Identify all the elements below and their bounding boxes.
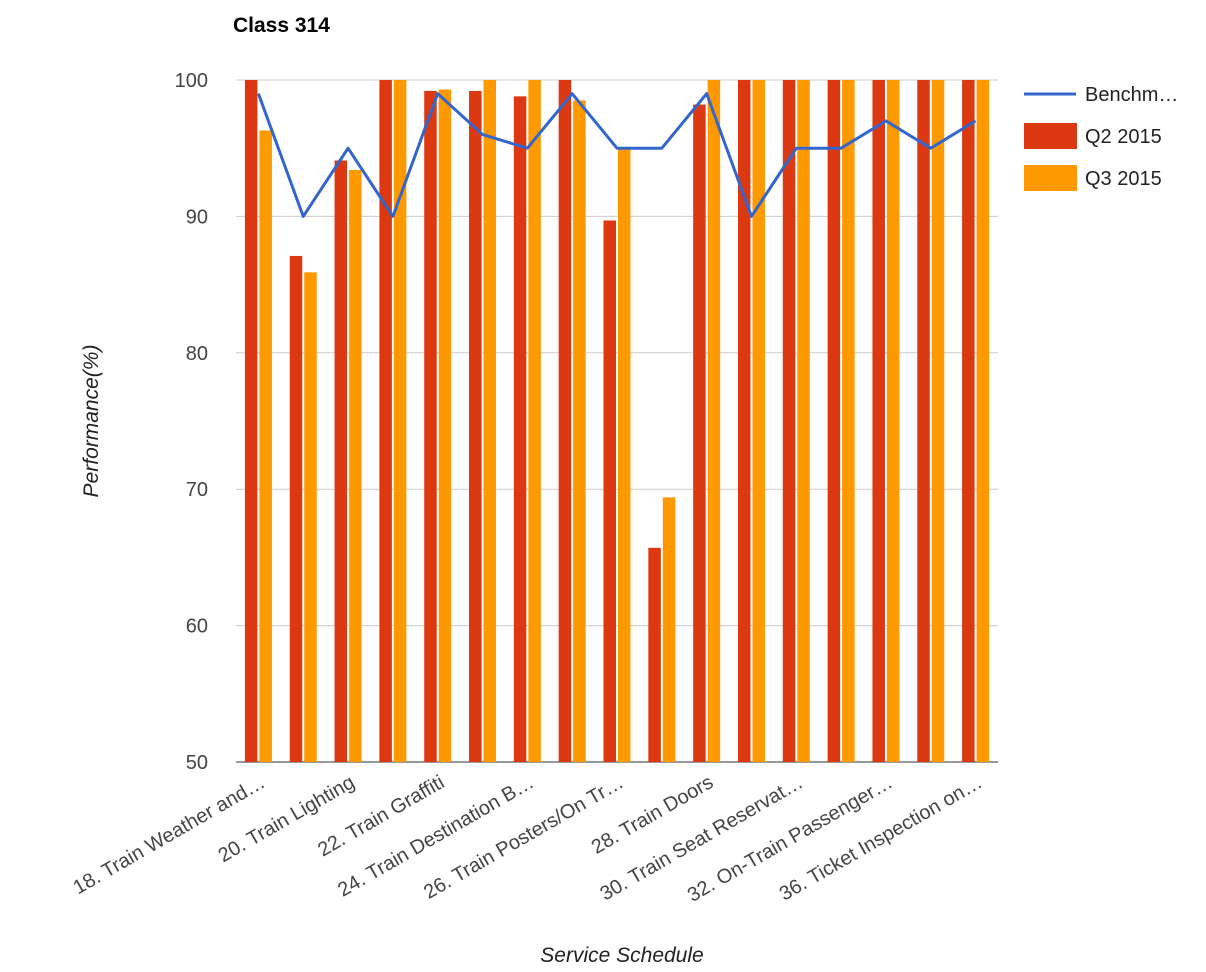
legend-swatch <box>1024 123 1077 149</box>
gridlines <box>236 79 998 763</box>
x-axis-ticks: 18. Train Weather and…20. Train Lighting… <box>70 771 987 906</box>
bar-q2-2015-10 <box>693 104 706 762</box>
bar-q3-2015-0 <box>259 130 272 762</box>
bar-q2-2015-4 <box>424 90 437 763</box>
bar-q2-2015-3 <box>379 80 392 762</box>
bar-q3-2015-10 <box>707 80 721 762</box>
legend: Benchm… Q2 2015 Q3 2015 <box>1024 84 1178 191</box>
benchmark-line-layer <box>257 92 977 218</box>
legend-label: Q3 2015 <box>1085 168 1162 190</box>
y-tick-label: 70 <box>186 479 208 501</box>
legend-label: Benchm… <box>1085 84 1178 106</box>
bar-q2-2015-2 <box>334 160 348 762</box>
bar-q3-2015-11 <box>752 80 765 762</box>
bar-q3-2015-7 <box>573 100 586 762</box>
bar-q3-2015-8 <box>618 148 631 762</box>
y-tick-label: 80 <box>186 343 208 365</box>
chart-title: Class 314 <box>233 14 330 37</box>
bar-q3-2015-15 <box>931 80 945 762</box>
bar-q3-2015-1 <box>304 272 317 762</box>
bar-q2-2015-7 <box>558 80 572 762</box>
x-axis-title: Service Schedule <box>540 944 703 967</box>
y-tick-label: 90 <box>186 206 208 228</box>
legend-item: Q3 2015 <box>1024 165 1162 191</box>
bars <box>244 80 990 763</box>
bar-q3-2015-2 <box>349 170 362 763</box>
bar-q3-2015-16 <box>976 80 990 762</box>
y-tick-label: 50 <box>186 752 208 774</box>
legend-swatch <box>1024 165 1077 191</box>
bar-q2-2015-6 <box>513 96 527 763</box>
y-axis-ticks: 50 60 70 80 90 100 <box>175 70 208 774</box>
y-tick-label: 100 <box>175 70 208 92</box>
legend-item: Benchm… <box>1024 84 1178 106</box>
bar-q2-2015-8 <box>603 220 616 762</box>
bar-q3-2015-5 <box>483 80 497 762</box>
bar-q2-2015-15 <box>917 80 930 762</box>
bar-q3-2015-4 <box>438 89 452 763</box>
bar-q3-2015-9 <box>662 497 676 762</box>
bar-q3-2015-14 <box>886 80 900 762</box>
bar-q2-2015-5 <box>469 90 482 763</box>
legend-item: Q2 2015 <box>1024 123 1162 149</box>
bar-q3-2015-13 <box>842 80 855 762</box>
benchmark-line <box>257 92 977 218</box>
bar-q2-2015-11 <box>737 80 751 762</box>
bar-q2-2015-12 <box>782 80 796 762</box>
legend-label: Q2 2015 <box>1085 126 1162 148</box>
bar-q3-2015-6 <box>528 80 541 762</box>
bar-q2-2015-13 <box>827 80 841 762</box>
bar-q2-2015-9 <box>648 547 661 762</box>
bar-q2-2015-1 <box>289 255 303 762</box>
bar-q2-2015-0 <box>244 80 258 762</box>
bar-q2-2015-16 <box>962 80 975 762</box>
y-axis-title: Performance(%) <box>80 345 103 498</box>
bar-q2-2015-14 <box>872 80 885 762</box>
bar-q3-2015-3 <box>393 80 407 762</box>
y-tick-label: 60 <box>186 616 208 638</box>
bar-q3-2015-12 <box>797 80 810 762</box>
